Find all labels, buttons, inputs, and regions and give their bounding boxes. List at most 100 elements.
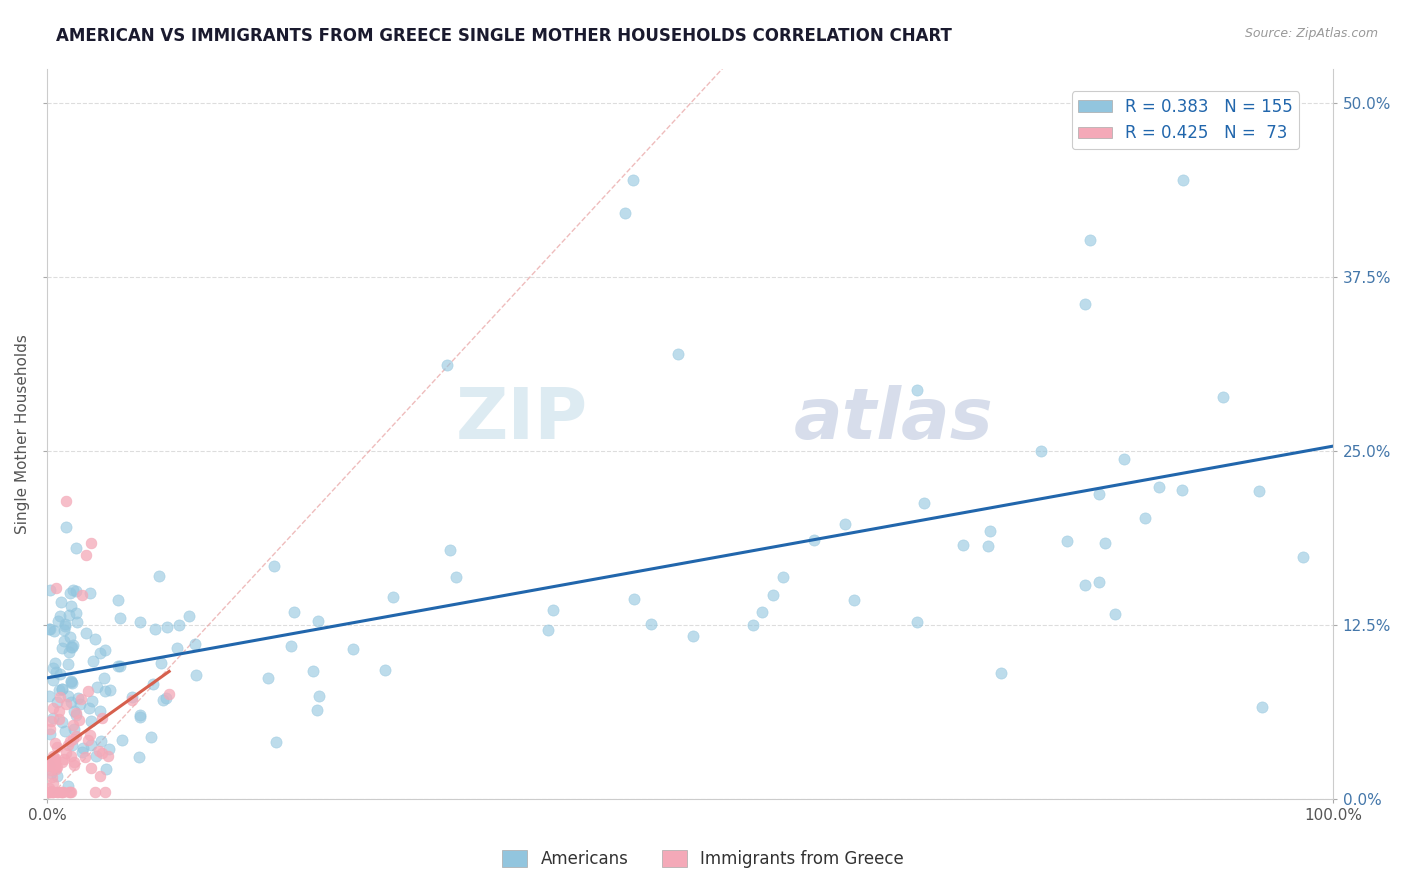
Point — [94, 684, 117, 698]
Point — [65, 541, 87, 556]
Point — [56, 690, 79, 704]
Point — [263, 559, 285, 574]
Point — [1112, 452, 1135, 467]
Point — [150, 656, 173, 670]
Point — [623, 173, 645, 187]
Point — [44, 756, 66, 771]
Point — [93, 671, 115, 685]
Point — [65, 729, 87, 743]
Point — [59, 785, 82, 799]
Point — [80, 536, 103, 550]
Point — [1251, 699, 1274, 714]
Point — [59, 599, 82, 613]
Point — [46, 769, 69, 783]
Point — [45, 695, 67, 709]
Point — [65, 584, 87, 599]
Point — [44, 751, 66, 765]
Point — [41, 714, 63, 728]
Point — [751, 605, 773, 619]
Point — [62, 731, 84, 746]
Point — [42, 661, 65, 675]
Point — [741, 618, 763, 632]
Point — [56, 657, 79, 671]
Point — [110, 658, 132, 673]
Point — [129, 708, 152, 723]
Point — [38, 785, 60, 799]
Point — [1133, 510, 1156, 524]
Point — [55, 747, 77, 761]
Point — [1087, 487, 1109, 501]
Point — [51, 640, 73, 655]
Point — [46, 740, 69, 755]
Point — [51, 785, 73, 799]
Point — [41, 758, 63, 772]
Point — [94, 642, 117, 657]
Point — [640, 617, 662, 632]
Point — [42, 701, 65, 715]
Point — [55, 698, 77, 712]
Point — [60, 640, 83, 654]
Point — [436, 358, 458, 372]
Point — [46, 614, 69, 628]
Point — [75, 626, 97, 640]
Point — [44, 736, 66, 750]
Point — [46, 785, 69, 799]
Point — [53, 618, 76, 632]
Point — [342, 641, 364, 656]
Point — [1292, 549, 1315, 564]
Point — [39, 582, 62, 597]
Point — [67, 713, 90, 727]
Point — [59, 734, 82, 748]
Point — [543, 603, 565, 617]
Point — [1078, 233, 1101, 247]
Point — [834, 517, 856, 532]
Point — [42, 785, 65, 799]
Point — [772, 570, 794, 584]
Point — [264, 735, 287, 749]
Point — [86, 680, 108, 694]
Y-axis label: Single Mother Households: Single Mother Households — [15, 334, 30, 534]
Point — [70, 692, 93, 706]
Point — [80, 761, 103, 775]
Point — [41, 771, 63, 785]
Point — [44, 753, 66, 767]
Point — [39, 785, 62, 799]
Point — [803, 533, 825, 547]
Point — [979, 524, 1001, 538]
Point — [77, 732, 100, 747]
Point — [49, 690, 72, 705]
Point — [44, 760, 66, 774]
Point — [38, 690, 60, 704]
Point — [90, 734, 112, 748]
Point — [257, 671, 280, 685]
Point — [38, 622, 60, 636]
Point — [129, 710, 152, 724]
Point — [63, 723, 86, 737]
Point — [38, 758, 60, 772]
Point — [53, 617, 76, 632]
Point — [128, 750, 150, 764]
Point — [107, 659, 129, 673]
Point — [38, 785, 60, 799]
Point — [80, 714, 103, 729]
Point — [70, 588, 93, 602]
Point — [41, 785, 63, 799]
Point — [53, 724, 76, 739]
Point — [905, 384, 928, 398]
Point — [148, 569, 170, 583]
Point — [89, 704, 111, 718]
Point — [283, 605, 305, 619]
Point — [60, 640, 83, 654]
Point — [97, 742, 120, 756]
Point — [1074, 578, 1097, 592]
Point — [990, 666, 1012, 681]
Point — [39, 723, 62, 737]
Text: atlas: atlas — [793, 384, 993, 454]
Point — [912, 496, 935, 510]
Point — [155, 690, 177, 705]
Point — [1170, 483, 1192, 498]
Point — [39, 754, 62, 768]
Point — [38, 780, 60, 795]
Point — [39, 763, 62, 777]
Point — [79, 728, 101, 742]
